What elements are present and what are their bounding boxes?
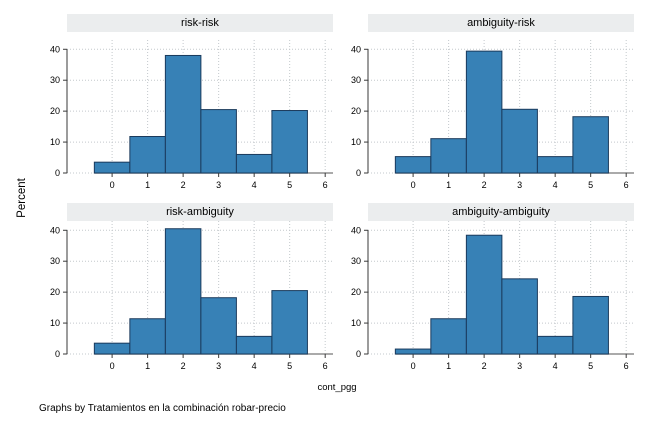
x-tick-label: 4 [252, 361, 257, 371]
histogram-bar [93, 342, 131, 355]
y-tick-label: 20 [351, 287, 361, 297]
histogram-bar [200, 109, 237, 174]
x-tick-label: 3 [517, 180, 522, 190]
x-tick-label: 5 [588, 180, 593, 190]
x-tick-label: 4 [252, 180, 257, 190]
histogram-plot-risk-risk: 0 10 20 30 40 0 1 2 3 4 5 6 [50, 40, 333, 190]
x-tick-label: 3 [216, 361, 221, 371]
x-tick-label: 2 [181, 180, 186, 190]
histogram-bar [235, 335, 273, 355]
x-tick-label: 2 [181, 361, 186, 371]
histogram-bar [430, 138, 467, 174]
y-tick-label: 20 [50, 287, 60, 297]
histogram-bar [430, 318, 467, 355]
histogram-bar [536, 156, 574, 174]
panel-title-risk-ambiguity: risk-ambiguity [67, 203, 333, 221]
x-tick-label: 6 [323, 180, 328, 190]
x-tick-label: 1 [145, 361, 150, 371]
histogram-bar [129, 318, 166, 355]
histogram-bar [536, 335, 574, 355]
x-tick-label: 6 [624, 361, 629, 371]
x-tick-label: 0 [110, 361, 115, 371]
x-tick-label: 4 [553, 180, 558, 190]
x-tick-label: 1 [446, 180, 451, 190]
panel-title-ambiguity-ambiguity: ambiguity-ambiguity [368, 203, 634, 221]
y-tick-label: 0 [356, 168, 361, 178]
y-tick-label: 40 [50, 44, 60, 54]
x-tick-label: 0 [411, 180, 416, 190]
histogram-bar [465, 50, 503, 174]
histogram-bar [164, 228, 202, 355]
y-tick-label: 0 [356, 349, 361, 359]
panel-title-ambiguity-risk: ambiguity-risk [368, 14, 634, 32]
histogram-bar [164, 54, 202, 174]
y-tick-label: 30 [50, 75, 60, 85]
panel-title-risk-risk: risk-risk [67, 14, 333, 32]
histogram-bar [501, 108, 538, 174]
y-tick-label: 40 [351, 44, 361, 54]
histogram-bar [235, 153, 273, 174]
y-tick-label: 0 [55, 168, 60, 178]
histogram-bar [572, 116, 609, 174]
histogram-plot-ambiguity-ambiguity: 0 10 20 30 40 0 1 2 3 4 5 6 [351, 221, 634, 371]
histogram-bar [572, 295, 609, 355]
histogram-bar [200, 297, 237, 355]
x-tick-label: 0 [110, 180, 115, 190]
x-tick-label: 5 [588, 361, 593, 371]
x-tick-label: 5 [287, 361, 292, 371]
histogram-bar [271, 290, 308, 355]
y-tick-label: 40 [351, 225, 361, 235]
y-tick-label: 0 [55, 349, 60, 359]
histogram-bar [394, 156, 432, 174]
x-tick-label: 3 [216, 180, 221, 190]
histogram-bar [129, 136, 166, 174]
x-tick-label: 1 [145, 180, 150, 190]
histogram-plot-risk-ambiguity: 0 10 20 30 40 0 1 2 3 4 5 6 [50, 221, 333, 371]
y-tick-label: 10 [351, 137, 361, 147]
histogram-bar [271, 110, 308, 174]
y-tick-label: 40 [50, 225, 60, 235]
y-tick-label: 20 [50, 106, 60, 116]
x-tick-label: 3 [517, 361, 522, 371]
x-tick-label: 1 [446, 361, 451, 371]
x-tick-label: 2 [482, 361, 487, 371]
x-tick-label: 0 [411, 361, 416, 371]
x-tick-label: 2 [482, 180, 487, 190]
y-tick-label: 10 [50, 318, 60, 328]
histogram-bar [465, 234, 503, 355]
x-tick-label: 6 [624, 180, 629, 190]
x-tick-label: 4 [553, 361, 558, 371]
x-tick-label: 6 [323, 361, 328, 371]
y-tick-label: 30 [351, 256, 361, 266]
y-axis-label: Percent [16, 178, 28, 218]
y-tick-label: 10 [50, 137, 60, 147]
y-tick-label: 10 [351, 318, 361, 328]
figure-caption: Graphs by Tratamientos en la combinación… [39, 403, 286, 414]
y-tick-label: 30 [50, 256, 60, 266]
y-tick-label: 20 [351, 106, 361, 116]
y-tick-label: 30 [351, 75, 361, 85]
x-tick-label: 5 [287, 180, 292, 190]
histogram-plot-ambiguity-risk: 0 10 20 30 40 0 1 2 3 4 5 6 [351, 40, 634, 190]
x-axis-label: cont_pgg [317, 382, 357, 393]
histogram-bar [93, 161, 131, 174]
histogram-bar [501, 278, 538, 355]
histogram-bar [394, 348, 432, 355]
